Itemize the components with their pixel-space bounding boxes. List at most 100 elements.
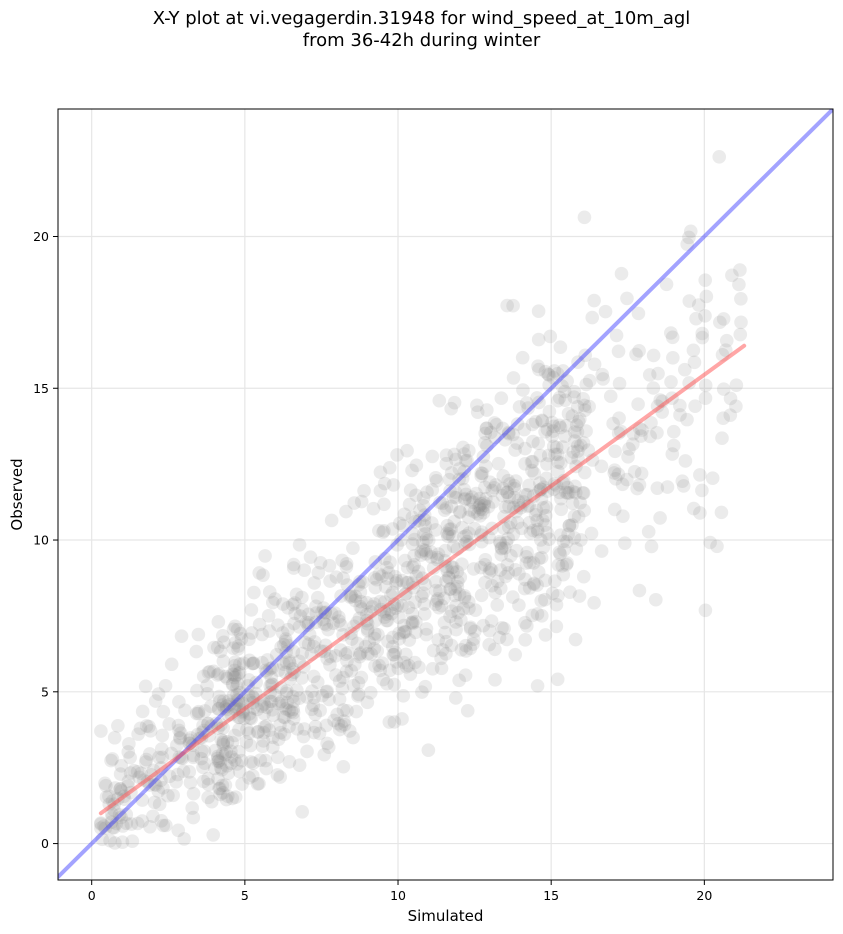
scatter-point: [439, 501, 454, 515]
scatter-point: [519, 396, 534, 410]
scatter-point: [527, 466, 541, 481]
scatter-point: [556, 567, 571, 582]
scatter-point: [210, 640, 225, 655]
scatter-point: [552, 418, 567, 433]
scatter-point: [729, 378, 744, 392]
scatter-point: [352, 647, 367, 661]
scatter-point: [450, 579, 465, 594]
scatter-point: [298, 635, 312, 650]
scatter-point: [385, 630, 400, 645]
scatter-point: [541, 448, 556, 463]
scatter-point: [577, 503, 591, 518]
scatter-point: [282, 656, 297, 671]
scatter-point: [476, 505, 491, 520]
scatter-point: [539, 500, 554, 514]
scatter-point: [457, 589, 472, 603]
scatter-point: [226, 641, 241, 656]
scatter-point: [376, 672, 390, 687]
scatter-point: [301, 618, 315, 632]
scatter-point: [555, 440, 570, 454]
scatter-point: [293, 609, 308, 623]
scatter-point: [380, 613, 395, 628]
scatter-point: [552, 390, 567, 405]
scatter-point: [255, 627, 269, 642]
scatter-point: [189, 644, 204, 659]
scatter-point: [594, 459, 609, 474]
scatter-point: [133, 721, 148, 736]
scatter-point: [536, 513, 550, 528]
scatter-point: [147, 777, 162, 792]
scatter-point: [266, 730, 280, 745]
scatter-point: [373, 465, 388, 480]
scatter-point: [412, 660, 426, 675]
scatter-point: [715, 431, 729, 446]
scatter-point: [478, 575, 492, 590]
scatter-point: [351, 689, 365, 703]
y-tick-label: 20: [33, 229, 49, 244]
scatter-point: [434, 661, 449, 676]
scatter-point: [331, 716, 346, 731]
scatter-point: [723, 408, 738, 422]
scatter-point: [266, 740, 280, 755]
scatter-point: [457, 591, 472, 605]
scatter-point: [446, 539, 461, 554]
scatter-point: [553, 420, 568, 435]
scatter-point: [425, 662, 440, 676]
scatter-point: [391, 661, 406, 676]
scatter-point: [494, 548, 509, 562]
scatter-point: [542, 532, 557, 546]
scatter-point: [548, 447, 562, 462]
scatter-point: [734, 291, 748, 306]
scatter-point: [533, 476, 547, 490]
scatter-point: [595, 367, 610, 382]
scatter-point: [151, 687, 166, 701]
scatter-point: [154, 814, 169, 828]
scatter-point: [532, 551, 546, 566]
scatter-point: [213, 787, 227, 802]
scatter-point: [571, 444, 585, 458]
scatter-point: [200, 678, 214, 693]
scatter-point: [220, 789, 235, 804]
scatter-point: [360, 622, 375, 636]
scatter-point: [339, 560, 354, 574]
scatter-point: [565, 518, 579, 532]
scatter-point: [352, 649, 367, 664]
scatter-point: [227, 670, 242, 685]
scatter-point: [562, 518, 577, 533]
scatter-point: [665, 330, 680, 345]
scatter-point: [492, 630, 507, 645]
scatter-point: [525, 417, 540, 432]
scatter-point: [489, 417, 504, 432]
scatter-point: [554, 491, 568, 506]
scatter-point: [338, 647, 353, 661]
scatter-point: [200, 687, 215, 701]
scatter-point: [336, 703, 351, 717]
scatter-point: [260, 653, 275, 667]
scatter-point: [579, 377, 594, 392]
scatter-point: [355, 602, 369, 616]
scatter-point: [143, 724, 158, 738]
scatter-point: [470, 398, 484, 413]
scatter-point: [518, 572, 532, 587]
scatter-point: [538, 364, 553, 379]
scatter-point: [493, 534, 507, 549]
scatter-point: [344, 588, 358, 603]
scatter-point: [643, 429, 657, 444]
scatter-point: [448, 485, 463, 499]
scatter-point: [433, 495, 447, 510]
scatter-point: [568, 479, 582, 494]
scatter-point: [309, 606, 324, 620]
scatter-point: [457, 482, 472, 497]
scatter-point: [698, 309, 712, 323]
scatter-point: [562, 519, 577, 533]
scatter-point: [582, 399, 596, 414]
scatter-point: [470, 405, 485, 419]
scatter-point: [475, 502, 490, 517]
scatter-point: [384, 606, 399, 621]
scatter-point: [560, 486, 575, 500]
scatter-point: [237, 711, 251, 726]
scatter-point: [372, 523, 386, 538]
scatter-point: [538, 508, 553, 523]
scatter-point: [353, 599, 368, 614]
scatter-point: [113, 767, 128, 781]
